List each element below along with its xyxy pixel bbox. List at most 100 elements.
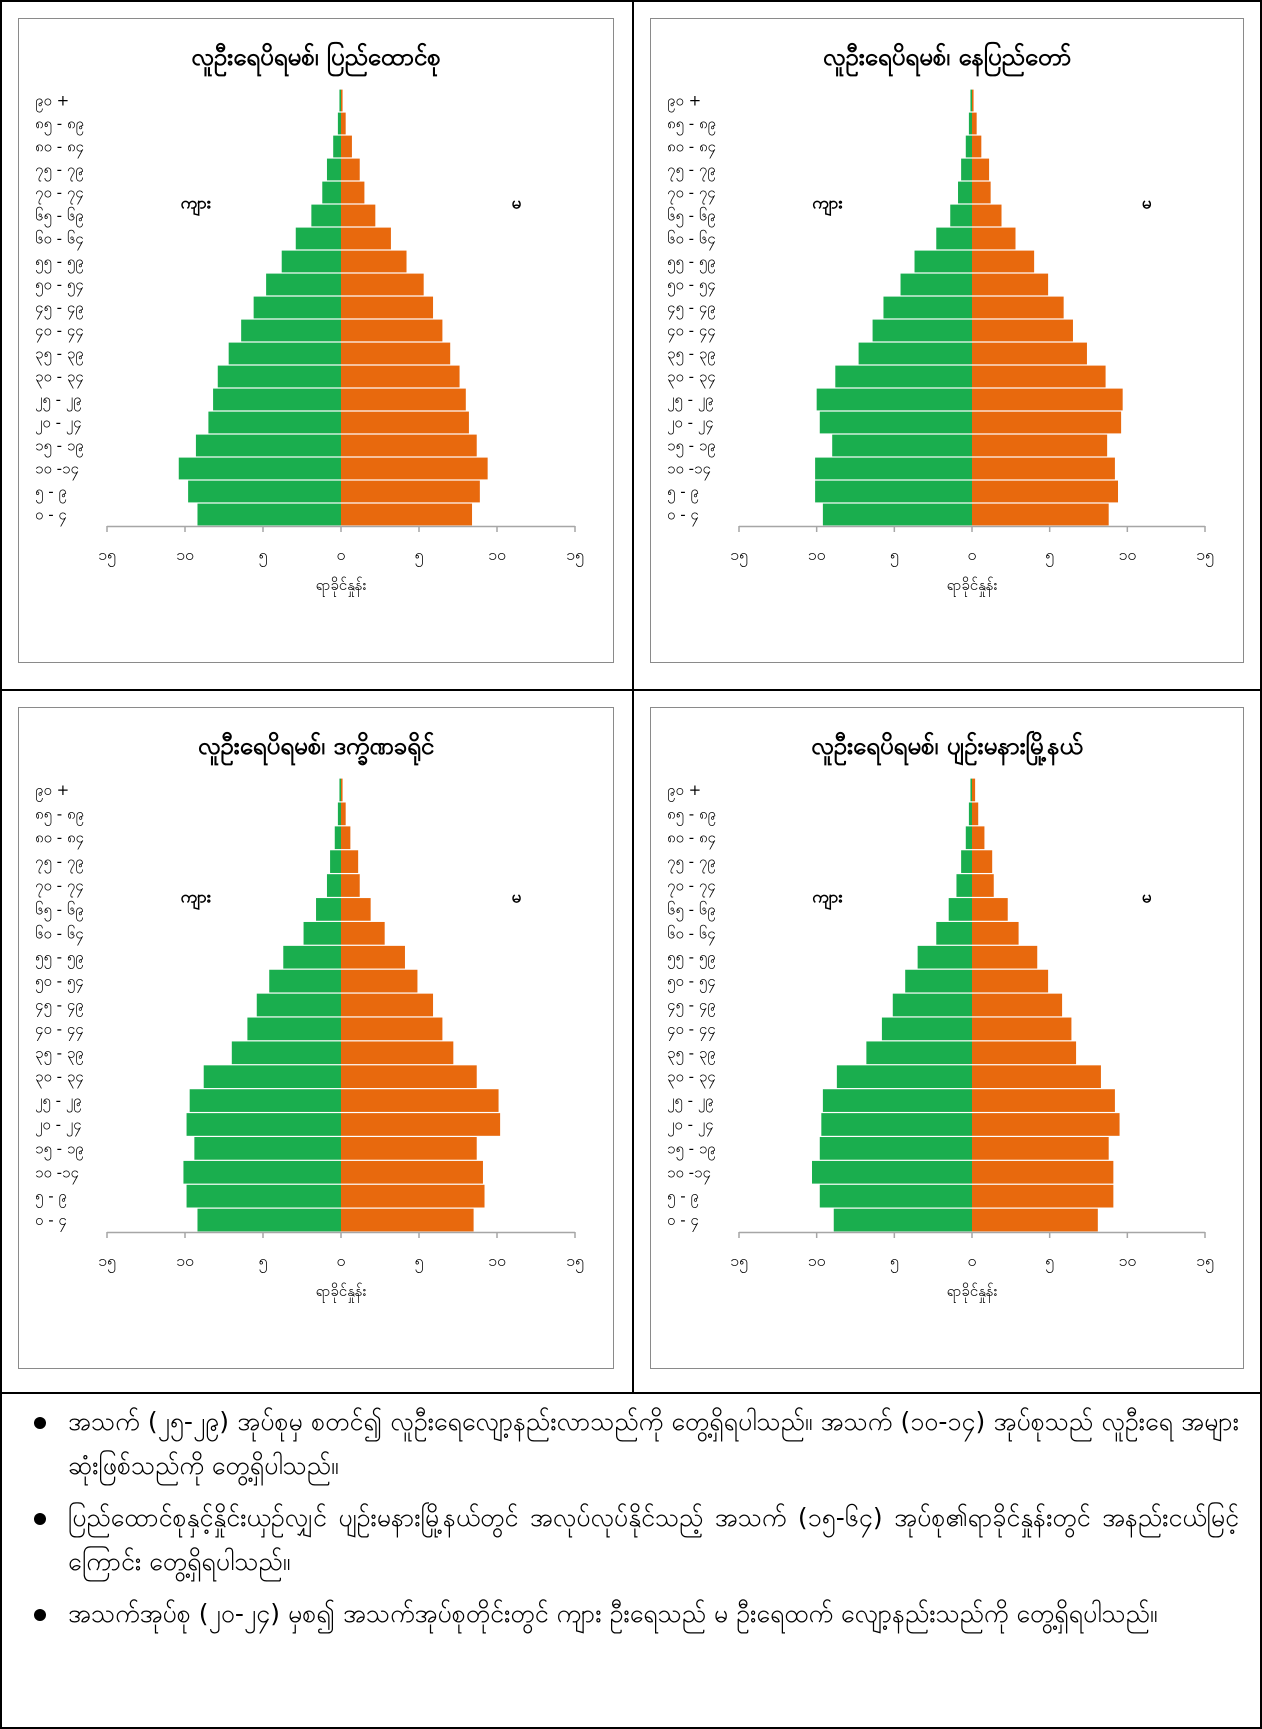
x-tick-label: ၅ xyxy=(890,1251,899,1273)
age-group-label: ၈၅ - ၈၉ xyxy=(35,115,84,136)
male-bar xyxy=(339,89,341,112)
male-bar xyxy=(892,993,972,1017)
pyramid-chart-naypyitaw: လူဦးရေပိရမစ်၊ နေပြည်တော် ၀ - ၄၅ - ၉၁၀ -၁… xyxy=(650,18,1244,663)
age-group-label: ၃၅ - ၃၉ xyxy=(35,1044,84,1065)
age-group-label: ၆၀ - ၆၄ xyxy=(35,924,84,945)
age-group-label: ၀ - ၄ xyxy=(667,1211,699,1232)
findings-list: အသက် (၂၅-၂၉) အုပ်စုမှ စတင်၍ လူဦးရေလျော့န… xyxy=(24,1400,1239,1644)
male-bar xyxy=(948,898,972,921)
male-bar xyxy=(819,1137,972,1160)
female-bar xyxy=(341,921,385,945)
pyramid-chart-pyinmana: လူဦးရေပိရမစ်၊ ပျဉ်းမနားမြို့နယ် ၀ - ၄ ၅ -… xyxy=(650,707,1244,1369)
male-bar xyxy=(956,874,972,897)
x-tick-label: ၁၀ xyxy=(1118,1251,1136,1270)
female-bar xyxy=(341,802,346,826)
female-label: မ xyxy=(512,887,522,907)
frame-border-top xyxy=(0,0,1262,2)
finding-item: ပြည်ထောင်စုနှင့်နှိုင်းယှဥ်လျှင် ပျဉ်းမန… xyxy=(24,1496,1239,1584)
female-bar xyxy=(972,850,993,873)
chart-title: လူဦးရေပိရမစ်၊ ပျဉ်းမနားမြို့နယ် xyxy=(811,732,1083,760)
age-group-label: ၆၅ - ၆၉ xyxy=(35,900,84,921)
age-group-label: ၂၀ - ၂၄ xyxy=(35,1115,82,1136)
finding-item: အသက် (၂၅-၂၉) အုပ်စုမှ စတင်၍ လူဦးရေလျော့န… xyxy=(24,1400,1239,1488)
age-group-label: ၅၅ - ၅၉ xyxy=(667,948,716,969)
male-bar xyxy=(334,826,341,850)
male-bar xyxy=(208,411,341,434)
female-bar xyxy=(341,112,346,135)
male-bar xyxy=(917,945,972,969)
female-bar xyxy=(341,319,443,342)
age-group-label: ၆၅ - ၆၉ xyxy=(667,207,716,228)
bullet-icon xyxy=(34,1609,46,1621)
age-group-label: ၇၅ - ၇၉ xyxy=(35,161,84,182)
female-bar xyxy=(972,1184,1114,1208)
male-bar xyxy=(866,1041,972,1065)
female-bar xyxy=(341,1184,485,1208)
age-group-label: ၅ - ၉ xyxy=(35,1187,67,1208)
age-group-label: ၂၅ - ၂၉ xyxy=(667,1092,714,1113)
male-label: ကျား xyxy=(181,887,212,911)
male-bar xyxy=(228,342,341,365)
x-tick-label: ၁၅ xyxy=(730,545,748,567)
age-group-label: ၈၀ - ၈၄ xyxy=(667,138,716,159)
age-group-label: ၈၅ - ၈၉ xyxy=(667,115,716,136)
female-bar xyxy=(972,802,979,826)
male-bar xyxy=(968,112,972,135)
frame-divider-middle xyxy=(0,689,1262,691)
age-group-label: ၁၀ -၁၄ xyxy=(35,460,79,481)
male-bar xyxy=(819,1184,972,1208)
age-group-label: ၃၅ - ၃၉ xyxy=(35,345,84,366)
age-group-label: ၅၀ - ၅၄ xyxy=(35,972,84,993)
male-label: ကျား xyxy=(812,194,843,218)
x-tick-label: ၅ xyxy=(1045,545,1054,567)
male-bar xyxy=(965,135,972,158)
x-tick-label: ၁၅ xyxy=(98,1251,116,1273)
male-bar xyxy=(188,480,341,503)
female-bar xyxy=(341,1137,477,1160)
age-group-label: ၇၀ - ၇၄ xyxy=(667,184,716,205)
female-bar xyxy=(972,1208,1098,1232)
age-group-label: ၁၅ - ၁၉ xyxy=(667,437,716,458)
age-group-label: ၄၀ - ၄၄ xyxy=(35,1020,84,1041)
male-bar xyxy=(965,826,972,850)
age-group-label: ၇၅ - ၇၉ xyxy=(667,853,716,874)
age-group-label: ၄၅ - ၄၉ xyxy=(667,996,716,1017)
female-bar xyxy=(972,273,1049,296)
female-bar xyxy=(341,1113,501,1136)
female-bar xyxy=(972,778,976,802)
female-bar xyxy=(341,945,405,969)
female-bar xyxy=(341,898,371,921)
x-tick-label: ၁၅ xyxy=(566,1251,584,1273)
male-bar xyxy=(900,273,972,296)
male-bar xyxy=(253,296,341,319)
finding-text: အသက်အုပ်စု (၂၀-၂၄) မှစ၍ အသက်အုပ်စုတိုင်း… xyxy=(68,1599,1158,1628)
male-bar xyxy=(337,802,341,826)
female-bar xyxy=(972,181,991,204)
male-bar xyxy=(833,1208,972,1232)
female-bar xyxy=(972,874,994,897)
age-group-label: ၉၀ + xyxy=(35,781,69,802)
age-group-label: ၄၅ - ၄၉ xyxy=(35,299,84,320)
age-group-label: ၄၅ - ၄၉ xyxy=(667,299,716,320)
female-bar xyxy=(341,850,359,873)
female-bar xyxy=(341,227,391,250)
x-tick-label: ၁၀ xyxy=(1118,545,1136,564)
age-group-label: ၈၀ - ၈၄ xyxy=(667,829,716,850)
male-bar xyxy=(183,1160,341,1184)
female-bar xyxy=(972,112,977,135)
x-tick-label: ၁၀ xyxy=(176,545,194,564)
finding-item: အသက်အုပ်စု (၂၀-၂၄) မှစ၍ အသက်အုပ်စုတိုင်း… xyxy=(24,1592,1239,1636)
male-bar xyxy=(322,181,341,204)
female-bar xyxy=(972,1160,1114,1184)
female-bar xyxy=(972,250,1035,273)
female-bar xyxy=(341,969,418,993)
female-bar xyxy=(972,1065,1101,1089)
male-bar xyxy=(881,1017,972,1041)
female-bar xyxy=(341,342,451,365)
x-axis-title: ရာခိုင်နှုန်း xyxy=(316,576,367,597)
male-bar xyxy=(195,434,341,457)
age-group-label: ၂၀ - ၂၄ xyxy=(35,414,82,435)
female-bar xyxy=(341,204,376,227)
